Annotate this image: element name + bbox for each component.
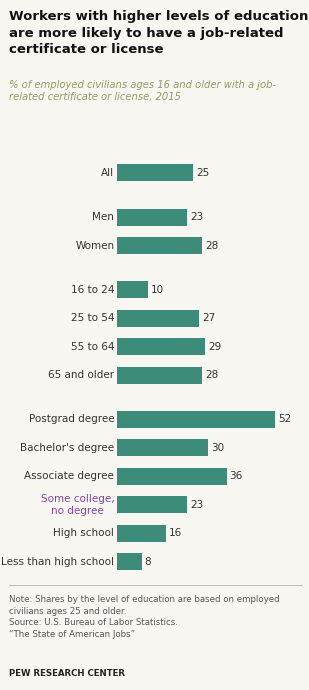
Text: Women: Women bbox=[75, 241, 114, 250]
Bar bbox=[117, 338, 205, 355]
Bar bbox=[117, 366, 202, 384]
Bar bbox=[117, 525, 166, 542]
Text: 16: 16 bbox=[169, 529, 182, 538]
Text: Less than high school: Less than high school bbox=[1, 557, 114, 567]
Bar bbox=[117, 496, 187, 513]
Text: 30: 30 bbox=[211, 443, 225, 453]
Text: 28: 28 bbox=[205, 371, 219, 380]
Text: Workers with higher levels of education
are more likely to have a job-related
ce: Workers with higher levels of education … bbox=[9, 10, 309, 57]
Text: 28: 28 bbox=[205, 241, 219, 250]
Text: High school: High school bbox=[53, 529, 114, 538]
Bar bbox=[117, 468, 226, 485]
Bar bbox=[117, 237, 202, 254]
Text: % of employed civilians ages 16 and older with a job-
related certificate or lic: % of employed civilians ages 16 and olde… bbox=[9, 80, 276, 102]
Text: 25 to 54: 25 to 54 bbox=[71, 313, 114, 324]
Text: 23: 23 bbox=[190, 500, 203, 510]
Text: PEW RESEARCH CENTER: PEW RESEARCH CENTER bbox=[9, 669, 125, 678]
Bar bbox=[117, 282, 148, 298]
Text: 10: 10 bbox=[151, 285, 164, 295]
Text: 36: 36 bbox=[230, 471, 243, 482]
Bar bbox=[117, 440, 208, 457]
Text: 29: 29 bbox=[208, 342, 222, 352]
Text: Some college,
no degree: Some college, no degree bbox=[41, 494, 114, 515]
Text: 25: 25 bbox=[196, 168, 210, 178]
Text: 52: 52 bbox=[278, 415, 291, 424]
Bar bbox=[117, 208, 187, 226]
Text: 23: 23 bbox=[190, 212, 203, 222]
Text: Men: Men bbox=[92, 212, 114, 222]
Text: Postgrad degree: Postgrad degree bbox=[29, 415, 114, 424]
Text: Note: Shares by the level of education are based on employed
civilians ages 25 a: Note: Shares by the level of education a… bbox=[9, 595, 280, 639]
Text: 65 and older: 65 and older bbox=[48, 371, 114, 380]
Text: Bachelor's degree: Bachelor's degree bbox=[20, 443, 114, 453]
Text: Associate degree: Associate degree bbox=[24, 471, 114, 482]
Text: 55 to 64: 55 to 64 bbox=[71, 342, 114, 352]
Text: 16 to 24: 16 to 24 bbox=[71, 285, 114, 295]
Text: All: All bbox=[101, 168, 114, 178]
Text: 8: 8 bbox=[145, 557, 151, 567]
Bar bbox=[117, 553, 142, 571]
Bar bbox=[117, 164, 193, 181]
Text: 27: 27 bbox=[202, 313, 216, 324]
Bar bbox=[117, 310, 199, 327]
Bar bbox=[117, 411, 275, 428]
